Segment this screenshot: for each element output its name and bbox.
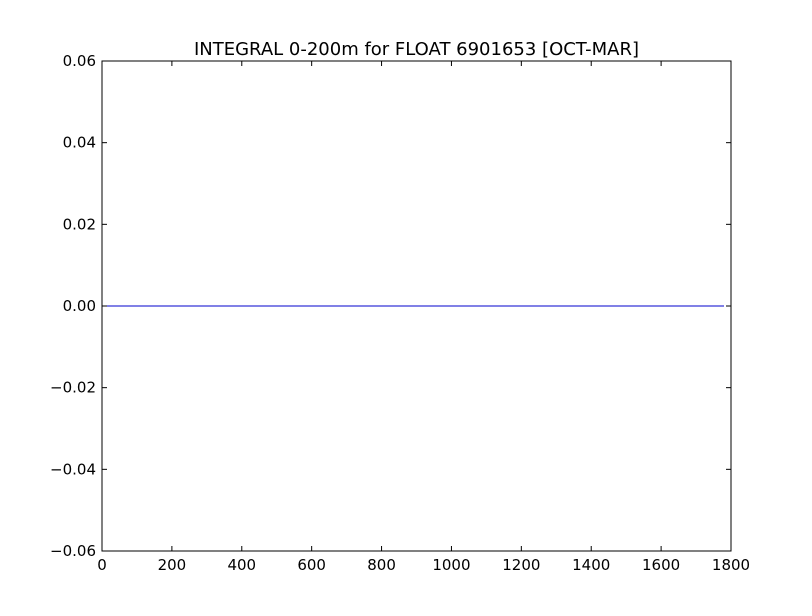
x-tick-label: 800 [367, 556, 396, 574]
y-tick-label: 0.00 [63, 297, 96, 315]
y-tick-label: −0.06 [50, 542, 96, 560]
y-tick-label: −0.04 [50, 460, 96, 478]
y-tick-label: 0.02 [63, 215, 96, 233]
y-tick-label: 0.06 [63, 52, 96, 70]
x-tick-label: 1000 [432, 556, 470, 574]
y-tick-label: 0.04 [63, 134, 96, 152]
x-axis: 0 200 400 600 800 1000 1200 1400 1600 1800 [97, 61, 750, 574]
x-tick-label: 600 [297, 556, 326, 574]
x-tick-label: 400 [227, 556, 256, 574]
x-tick-label: 200 [158, 556, 187, 574]
x-tick-label: 1200 [502, 556, 540, 574]
y-tick-label: −0.02 [50, 379, 96, 397]
x-tick-label: 1400 [572, 556, 610, 574]
chart-title: INTEGRAL 0-200m for FLOAT 6901653 [OCT-M… [194, 39, 639, 60]
x-tick-label: 1600 [642, 556, 680, 574]
x-tick-label: 1800 [712, 556, 750, 574]
y-axis: 0.06 0.04 0.02 0.00 −0.02 −0.04 −0.06 [50, 52, 731, 560]
x-tick-label: 0 [97, 556, 107, 574]
